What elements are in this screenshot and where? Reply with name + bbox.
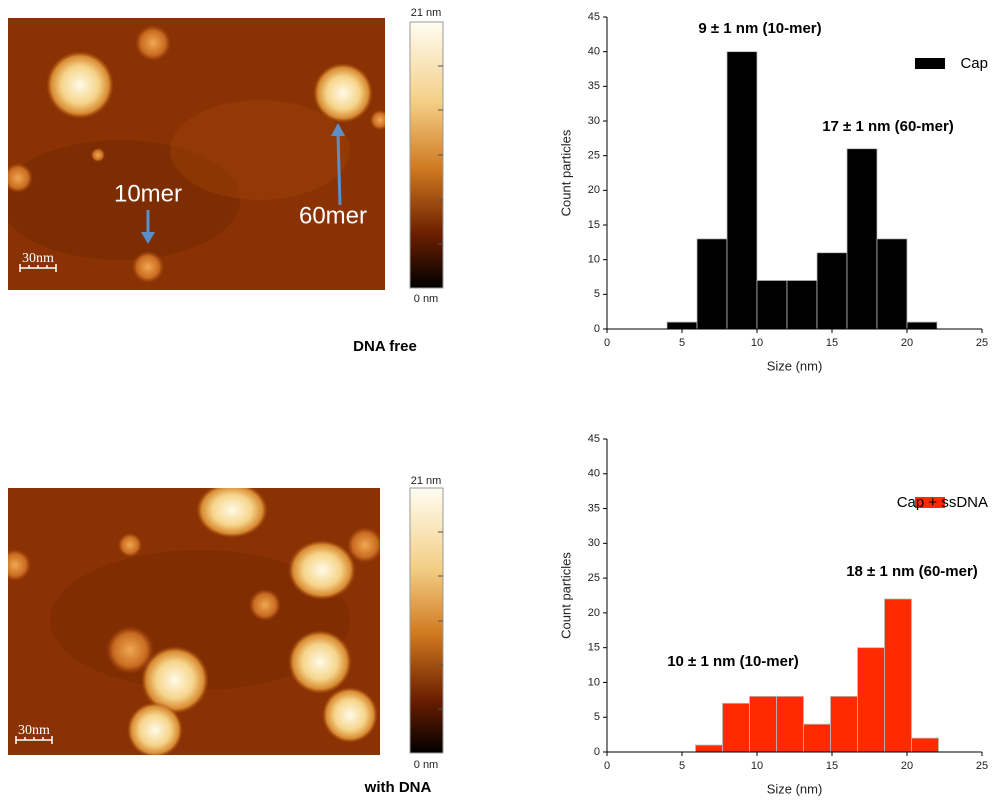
- x-tick-label: 5: [679, 760, 685, 772]
- x-tick-label: 5: [679, 337, 685, 349]
- x-axis-label: Size (nm): [767, 781, 823, 796]
- y-tick-label: 15: [588, 219, 600, 231]
- y-tick-label: 45: [588, 433, 600, 445]
- bar: [756, 280, 788, 330]
- bar: [906, 321, 938, 330]
- scale-bars: [15, 264, 57, 744]
- y-axis-label: Count particles: [558, 129, 573, 216]
- y-tick-label: 35: [588, 80, 600, 92]
- particle-label: 10mer: [114, 180, 182, 207]
- x-tick-label: 15: [826, 337, 838, 349]
- bar: [857, 647, 885, 753]
- y-tick-label: 25: [588, 572, 600, 584]
- y-tick-label: 10: [588, 676, 600, 688]
- particle-label: 60mer: [299, 202, 367, 229]
- scale-bar-label: 30nm: [18, 723, 50, 738]
- color-bar: [409, 21, 444, 289]
- y-tick-label: 5: [594, 288, 600, 300]
- color-bar: [409, 487, 444, 754]
- x-tick-label: 25: [976, 337, 988, 349]
- x-tick-label: 20: [901, 760, 913, 772]
- x-tick-label: 10: [751, 760, 763, 772]
- bar: [876, 238, 908, 330]
- y-tick-label: 30: [588, 115, 600, 127]
- x-tick-label: 15: [826, 760, 838, 772]
- annotation: 10 ± 1 nm (10-mer): [667, 653, 799, 670]
- legend-label: Cap: [960, 55, 988, 72]
- y-tick-label: 40: [588, 468, 600, 480]
- y-tick-label: 10: [588, 254, 600, 266]
- x-tick-label: 10: [751, 337, 763, 349]
- y-tick-label: 15: [588, 642, 600, 654]
- afm-image-1: [8, 18, 385, 290]
- legend-swatch: [915, 58, 945, 69]
- bar: [666, 321, 698, 330]
- afm-image-2: [8, 488, 380, 755]
- y-tick-label: 0: [594, 323, 600, 335]
- legend-label: Cap + ssDNA: [897, 494, 988, 511]
- arrows: [141, 123, 345, 244]
- caption: DNA free: [353, 338, 417, 355]
- bar: [911, 737, 939, 753]
- legend-swatch: [915, 497, 945, 508]
- x-tick-label: 0: [604, 337, 610, 349]
- bar: [830, 695, 858, 753]
- bar: [696, 238, 728, 330]
- bar: [786, 280, 818, 330]
- annotation: 9 ± 1 nm (10-mer): [698, 20, 821, 37]
- bar: [803, 723, 831, 753]
- scale-max: 21 nm: [411, 475, 442, 487]
- color-bar-ticks: [438, 65, 443, 710]
- bar: [816, 252, 848, 330]
- y-tick-label: 20: [588, 607, 600, 619]
- y-tick-label: 20: [588, 184, 600, 196]
- scale-max: 21 nm: [411, 7, 442, 19]
- y-axis-label: Count particles: [558, 552, 573, 639]
- bar: [749, 695, 777, 753]
- y-tick-label: 0: [594, 746, 600, 758]
- y-tick-label: 45: [588, 11, 600, 23]
- x-axis-label: Size (nm): [767, 358, 823, 373]
- caption: with DNA: [364, 779, 432, 796]
- bar: [884, 598, 912, 753]
- scale-min: 0 nm: [414, 293, 438, 305]
- y-tick-label: 25: [588, 150, 600, 162]
- bar: [726, 51, 758, 330]
- y-tick-label: 30: [588, 537, 600, 549]
- x-tick-label: 20: [901, 337, 913, 349]
- bar: [776, 695, 804, 753]
- y-tick-label: 35: [588, 502, 600, 514]
- scale-bar-label: 30nm: [22, 251, 54, 266]
- bar: [722, 702, 750, 753]
- scale-min: 0 nm: [414, 759, 438, 771]
- y-tick-label: 40: [588, 46, 600, 58]
- bar: [695, 744, 723, 753]
- annotation: 18 ± 1 nm (60-mer): [846, 563, 978, 580]
- annotation: 17 ± 1 nm (60-mer): [822, 118, 954, 135]
- bar: [846, 148, 878, 330]
- x-tick-label: 0: [604, 760, 610, 772]
- y-tick-label: 5: [594, 711, 600, 723]
- x-tick-label: 25: [976, 760, 988, 772]
